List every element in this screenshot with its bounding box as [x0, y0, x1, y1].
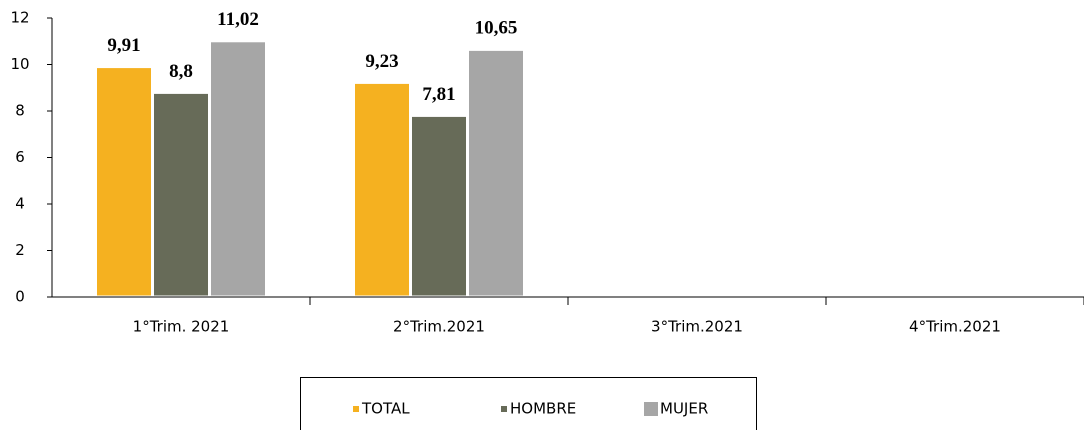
bar	[466, 47, 526, 299]
value-label: 9,91	[107, 35, 140, 56]
x-tick-label: 4°Trim.2021	[909, 318, 1001, 336]
y-tick-label: 0	[15, 288, 25, 306]
bar	[409, 113, 469, 299]
legend-label: TOTAL	[361, 400, 410, 418]
bar	[151, 90, 211, 299]
value-label: 8,8	[169, 61, 193, 82]
value-label: 10,65	[475, 18, 518, 39]
y-tick-label: 6	[15, 148, 25, 166]
x-tick-label: 1°Trim. 2021	[133, 318, 230, 336]
bar	[352, 80, 412, 299]
x-tick-label: 3°Trim.2021	[651, 318, 743, 336]
value-label: 11,02	[217, 9, 259, 30]
bar	[208, 39, 268, 299]
y-tick-label: 8	[15, 102, 25, 120]
value-label: 7,81	[422, 84, 455, 105]
legend-box	[300, 377, 757, 430]
y-tick-label: 2	[15, 241, 25, 259]
legend-swatch	[644, 402, 658, 416]
y-tick-label: 12	[10, 9, 29, 27]
y-tick-label: 4	[15, 195, 25, 213]
legend-swatch	[353, 406, 359, 412]
legend-label: MUJER	[660, 400, 708, 418]
bar	[94, 65, 154, 299]
x-tick-label: 2°Trim.2021	[393, 318, 485, 336]
legend-swatch	[501, 406, 507, 412]
legend-label: HOMBRE	[510, 400, 576, 418]
y-tick-label: 10	[10, 55, 29, 73]
value-label: 9,23	[365, 51, 398, 72]
